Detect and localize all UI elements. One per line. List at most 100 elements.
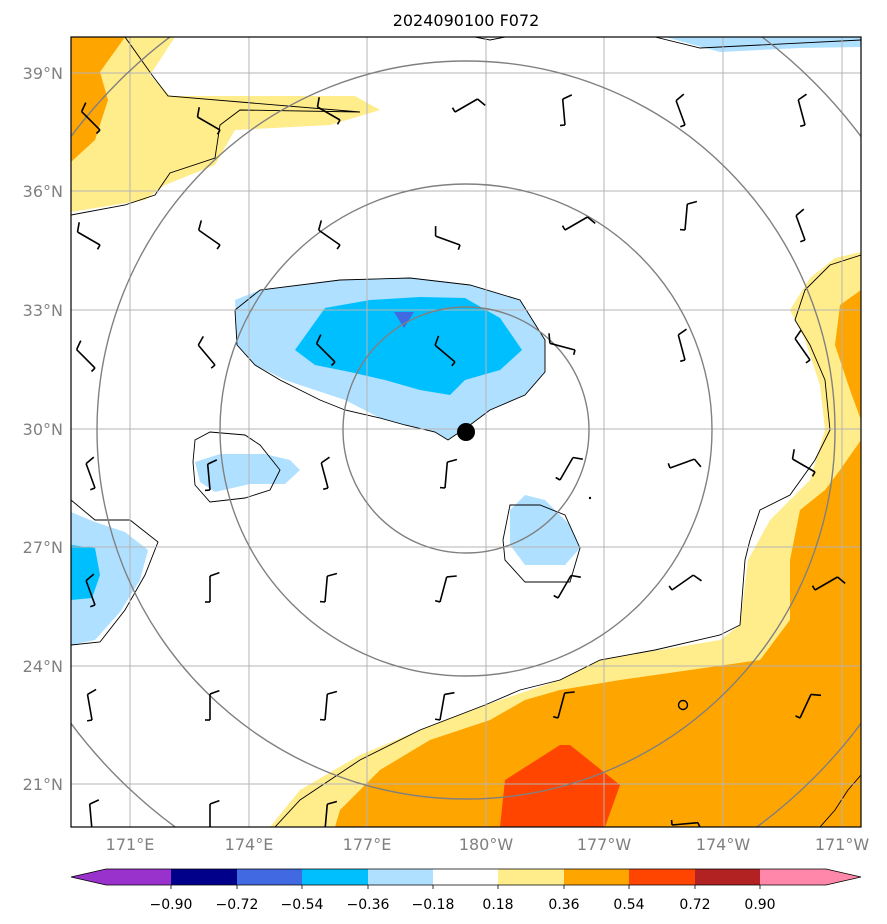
lon-label: 180°W [459,835,514,854]
colorbar-tick-label: 0.72 [679,897,710,913]
wind-barb-feather [447,458,458,463]
wind-barb-feather [675,93,685,102]
wind-barb-shaft [684,204,689,231]
longitude-labels: 171°E 174°E 177°E 180°W 177°W 174°W 171°… [106,835,870,854]
wind-barb-feather [692,574,702,582]
wind-barb-feather [85,456,95,465]
wind-barb-feather [209,689,220,695]
wind-barb-shaft [557,575,572,599]
wind-barb-base [90,367,96,373]
wind-barb-shaft [792,458,816,473]
wind-barb-shaft [76,349,96,369]
blue-fill-center [295,297,522,395]
wind-barb-shaft [549,342,576,351]
wind-barb-feather [562,94,573,100]
colorbar-segment [695,869,760,885]
colorbar-outline [70,868,862,886]
wind-barb-shaft [318,229,341,246]
range-circle-3 [96,60,836,800]
wind-barb-base [95,129,101,135]
wind-barb-shaft [206,464,211,491]
latitude-labels: 39°N 36°N 33°N 30°N 27°N 24°N 21°N [23,64,63,794]
wind-barb-feather [80,102,87,112]
lat-label: 21°N [23,775,63,794]
wind-barb-base [457,244,461,250]
wind-barb-feather [87,688,97,696]
wind-barb-shaft [88,804,93,827]
wind-barb-shaft [559,457,574,481]
wind-barb-shaft [671,574,694,591]
wind-barb-shaft [814,576,838,591]
wind-barb-shaft [794,338,811,361]
wind-barb-shaft [317,106,341,121]
lon-label: 174°E [225,835,274,854]
wind-barb-base [322,487,329,491]
wind-barb-feather [327,572,338,577]
wind-barb-base [811,471,816,477]
wind-barb-shaft [799,694,812,719]
colorbar-segment [302,869,368,885]
wind-barb-base [451,361,456,367]
wind-barb-feather [836,576,846,585]
wind-barb-feather [794,330,802,340]
lat-label: 30°N [23,420,63,439]
wind-barb-feather [444,691,455,696]
wind-barb-feather [572,456,583,460]
yellow-fill-northwest [71,37,380,212]
lon-label: 174°W [696,835,751,854]
colorbar [70,868,862,889]
wind-barb-base [680,124,686,128]
wind-barb-feather [317,220,323,231]
wind-barb-feather [677,328,687,336]
wind-barb-base [216,129,221,135]
colorbar-segment [629,869,695,885]
wind-barb-shaft [439,694,446,721]
wind-barb-base [86,719,93,722]
lat-label: 39°N [23,64,63,83]
wind-barb-shaft [85,580,96,606]
map-frame [70,36,862,828]
wind-barb-base [572,349,576,356]
wind-barb-shaft [85,463,96,489]
colorbar-tick-labels: −0.90 −0.72 −0.54 −0.36 −0.18 0.18 0.36 … [150,897,776,913]
colorbar-segment [564,869,629,885]
wind-barb-shaft [324,804,329,827]
wind-barb-base [210,364,216,369]
wind-barb-base [90,487,96,491]
wind-barb-feather [586,216,596,225]
contour-lines [71,37,861,827]
wind-barb-feather [434,335,440,346]
lon-label: 171°W [815,835,870,854]
wind-barb-shaft [561,99,566,126]
map-title: 2024090100 F072 [393,11,540,30]
wind-barb-shaft [324,576,329,603]
wind-barb-feather [85,573,95,582]
wind-barb-feather [548,333,551,344]
lat-label: 33°N [23,301,63,320]
wind-barb-feather [810,693,822,697]
colorbar-segment [237,869,302,885]
colorbar-tick-label: 0.90 [744,897,775,913]
wind-barb-feather [693,458,702,468]
colorbar-segment [368,869,433,885]
wind-barb-base [90,604,96,608]
wind-barb-base [96,244,101,250]
lon-label: 177°E [343,835,392,854]
lightblue-fill-farwest [71,512,148,645]
wind-barb-base [330,361,336,367]
wind-barb-shaft [320,462,329,489]
wind-barbs [75,93,846,827]
wind-barb-base [795,715,801,719]
wind-barb-base [336,244,341,250]
wind-barb-base [811,585,816,591]
wind-barb-base [451,107,456,113]
wind-barb-feather [476,98,486,107]
wind-barb-base [434,718,441,721]
wind-barb-feather [795,208,805,217]
wind-barb-base [553,594,559,599]
wind-barb-shaft [198,229,221,246]
wind-barb-feather [315,334,322,344]
wind-barb-base [555,476,561,481]
colorbar-tick-label: 0.54 [613,897,644,913]
